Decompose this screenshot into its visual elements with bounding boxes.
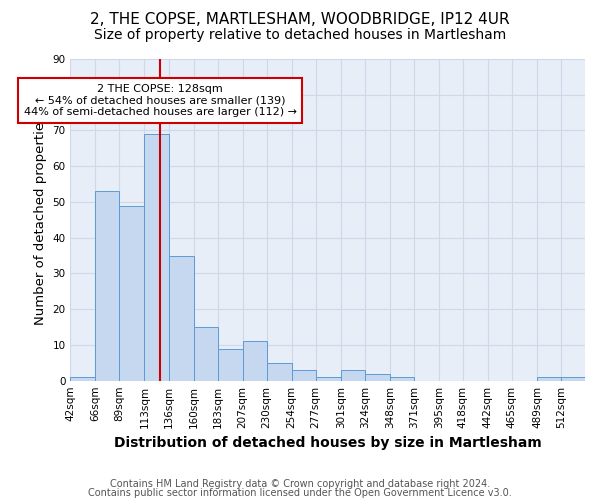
Bar xyxy=(266,363,292,380)
Bar xyxy=(316,377,341,380)
Bar xyxy=(95,191,119,380)
Bar xyxy=(390,377,414,380)
Bar xyxy=(292,370,316,380)
Bar xyxy=(169,256,194,380)
Text: 2 THE COPSE: 128sqm
← 54% of detached houses are smaller (139)
44% of semi-detac: 2 THE COPSE: 128sqm ← 54% of detached ho… xyxy=(23,84,296,117)
Text: Contains HM Land Registry data © Crown copyright and database right 2024.: Contains HM Land Registry data © Crown c… xyxy=(110,479,490,489)
Bar xyxy=(218,348,242,380)
Bar xyxy=(365,374,390,380)
Bar xyxy=(537,377,561,380)
Bar xyxy=(561,377,585,380)
X-axis label: Distribution of detached houses by size in Martlesham: Distribution of detached houses by size … xyxy=(114,436,542,450)
Text: Contains public sector information licensed under the Open Government Licence v3: Contains public sector information licen… xyxy=(88,488,512,498)
Bar xyxy=(194,327,218,380)
Bar xyxy=(242,342,266,380)
Bar xyxy=(341,370,365,380)
Bar xyxy=(119,206,145,380)
Bar xyxy=(145,134,169,380)
Bar xyxy=(70,377,95,380)
Text: Size of property relative to detached houses in Martlesham: Size of property relative to detached ho… xyxy=(94,28,506,42)
Y-axis label: Number of detached properties: Number of detached properties xyxy=(34,115,47,325)
Text: 2, THE COPSE, MARTLESHAM, WOODBRIDGE, IP12 4UR: 2, THE COPSE, MARTLESHAM, WOODBRIDGE, IP… xyxy=(90,12,510,28)
